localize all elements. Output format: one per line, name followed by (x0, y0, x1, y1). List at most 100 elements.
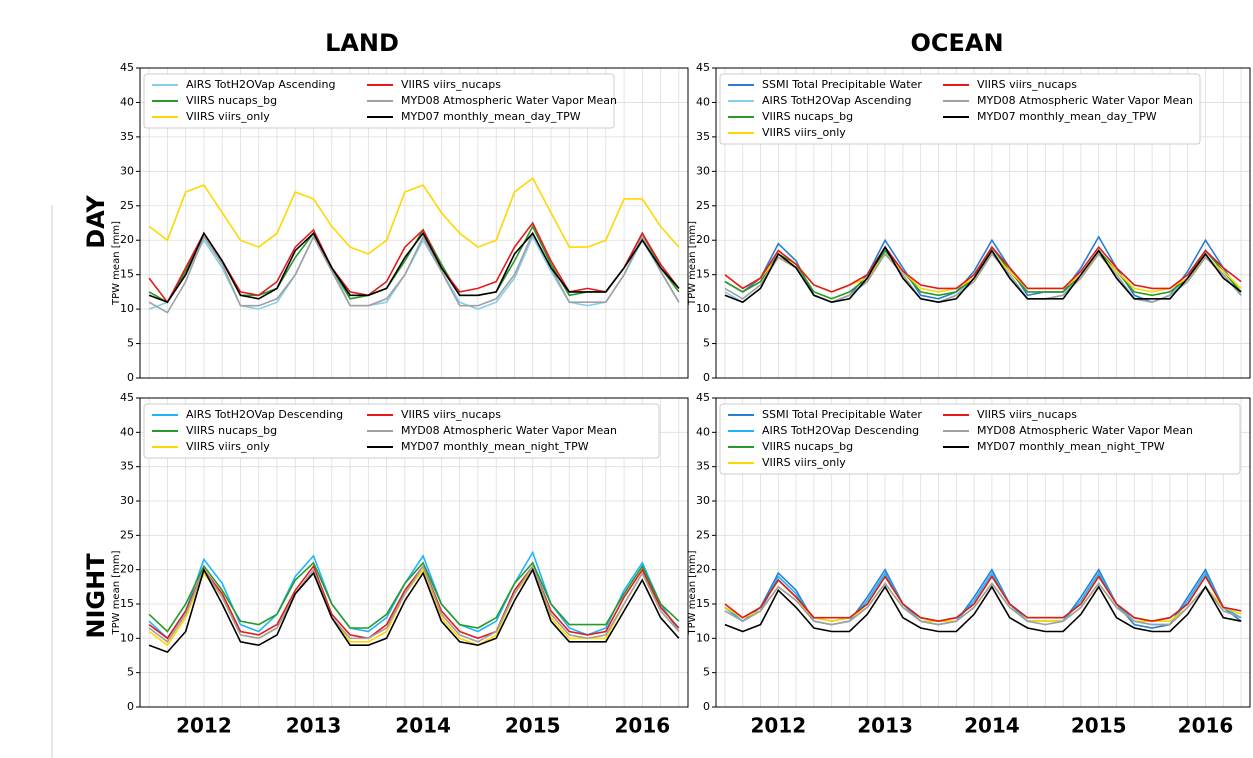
y-tick-label: 45 (696, 61, 710, 74)
legend-label: MYD07 monthly_mean_night_TPW (977, 440, 1165, 453)
y-tick-label: 40 (120, 95, 134, 108)
legend-label: MYD07 monthly_mean_night_TPW (401, 440, 589, 453)
y-tick-label: 40 (120, 425, 134, 438)
y-tick-label: 0 (703, 700, 710, 713)
legend-label: VIIRS viirs_nucaps (977, 78, 1077, 91)
y-axis-label: TPW mean [mm] (111, 221, 122, 306)
axes-frame (715, 397, 1251, 708)
x-tick-label: 2012 (176, 714, 232, 738)
row-title: NIGHT (82, 553, 110, 639)
y-tick-label: 35 (696, 130, 710, 143)
x-tick-label: 2015 (1071, 714, 1127, 738)
y-tick-label: 45 (696, 391, 710, 404)
x-tick-label: 2016 (614, 714, 670, 738)
y-tick-label: 20 (120, 233, 134, 246)
legend-label: VIIRS viirs_nucaps (401, 408, 501, 421)
y-tick-label: 20 (696, 233, 710, 246)
series-line (148, 221, 680, 304)
y-tick-label: 45 (120, 61, 134, 74)
y-tick-label: 35 (120, 130, 134, 143)
legend-label: AIRS TotH2OVap Descending (762, 424, 919, 437)
y-tick-label: 15 (696, 268, 710, 281)
x-tick-label: 2014 (964, 714, 1020, 738)
y-tick-label: 15 (120, 268, 134, 281)
y-tick-label: 0 (703, 371, 710, 384)
y-tick-label: 40 (696, 95, 710, 108)
series-line (148, 561, 680, 633)
legend-box (143, 403, 660, 459)
series-line (724, 585, 1242, 633)
y-axis-label: TPW mean [mm] (687, 221, 698, 306)
legend-label: MYD08 Atmospheric Water Vapor Mean (977, 424, 1193, 437)
x-tick-label: 2013 (286, 714, 342, 738)
legend-label: VIIRS viirs_only (186, 110, 270, 123)
legend-label: VIIRS viirs_only (762, 126, 846, 139)
series-line (148, 231, 680, 314)
legend-label: AIRS TotH2OVap Descending (186, 408, 343, 421)
series-line (148, 176, 680, 255)
legend-label: SSMI Total Precipitable Water (762, 78, 922, 91)
series-line (148, 564, 680, 640)
axes-frame (715, 67, 1251, 379)
legend-box (719, 73, 1201, 145)
legend-label: MYD08 Atmospheric Water Vapor Mean (401, 94, 617, 107)
y-tick-label: 15 (696, 597, 710, 610)
legend-label: AIRS TotH2OVap Ascending (762, 94, 911, 107)
axes-frame (139, 67, 689, 379)
legend-box (719, 403, 1241, 475)
y-axis-label: TPW mean [mm] (111, 550, 122, 635)
y-axis-label: TPW mean [mm] (687, 550, 698, 635)
legend-label: MYD07 monthly_mean_day_TPW (977, 110, 1157, 123)
series-line (724, 582, 1242, 626)
axes-frame (139, 397, 689, 708)
y-tick-label: 10 (696, 302, 710, 315)
legend-label: VIIRS nucaps_bg (186, 424, 277, 437)
x-tick-label: 2014 (395, 714, 451, 738)
y-tick-label: 30 (696, 494, 710, 507)
y-tick-label: 35 (120, 460, 134, 473)
series-line (148, 567, 680, 654)
y-tick-label: 25 (696, 199, 710, 212)
y-tick-label: 25 (696, 528, 710, 541)
column-title: OCEAN (910, 29, 1003, 57)
x-tick-label: 2012 (750, 714, 806, 738)
y-tick-label: 35 (696, 460, 710, 473)
y-tick-label: 10 (696, 631, 710, 644)
series-line (724, 245, 1242, 300)
legend-label: VIIRS nucaps_bg (186, 94, 277, 107)
x-tick-label: 2015 (505, 714, 561, 738)
y-tick-label: 40 (696, 425, 710, 438)
y-tick-label: 5 (703, 666, 710, 679)
legend-label: MYD08 Atmospheric Water Vapor Mean (401, 424, 617, 437)
series-line (148, 564, 680, 643)
x-tick-label: 2013 (857, 714, 913, 738)
y-tick-label: 5 (703, 337, 710, 350)
y-tick-label: 5 (127, 337, 134, 350)
y-tick-label: 25 (120, 199, 134, 212)
y-tick-label: 10 (120, 302, 134, 315)
row-title: DAY (82, 195, 110, 249)
legend-label: VIIRS nucaps_bg (762, 110, 853, 123)
y-tick-label: 30 (120, 494, 134, 507)
column-title: LAND (325, 29, 399, 57)
y-tick-label: 30 (120, 164, 134, 177)
series-line (148, 231, 680, 304)
legend-label: MYD07 monthly_mean_day_TPW (401, 110, 581, 123)
y-tick-label: 20 (696, 563, 710, 576)
series-line (724, 245, 1242, 293)
y-tick-label: 5 (127, 666, 134, 679)
y-tick-label: 45 (120, 391, 134, 404)
y-tick-label: 25 (120, 528, 134, 541)
legend-label: VIIRS viirs_only (762, 456, 846, 469)
legend-label: MYD08 Atmospheric Water Vapor Mean (977, 94, 1193, 107)
legend-label: VIIRS viirs_nucaps (977, 408, 1077, 421)
legend-label: AIRS TotH2OVap Ascending (186, 78, 335, 91)
y-tick-label: 0 (127, 371, 134, 384)
x-tick-label: 2016 (1178, 714, 1234, 738)
series-line (724, 245, 1242, 304)
y-tick-label: 0 (127, 700, 134, 713)
legend-label: VIIRS nucaps_bg (762, 440, 853, 453)
y-tick-label: 20 (120, 563, 134, 576)
legend-label: VIIRS viirs_nucaps (401, 78, 501, 91)
